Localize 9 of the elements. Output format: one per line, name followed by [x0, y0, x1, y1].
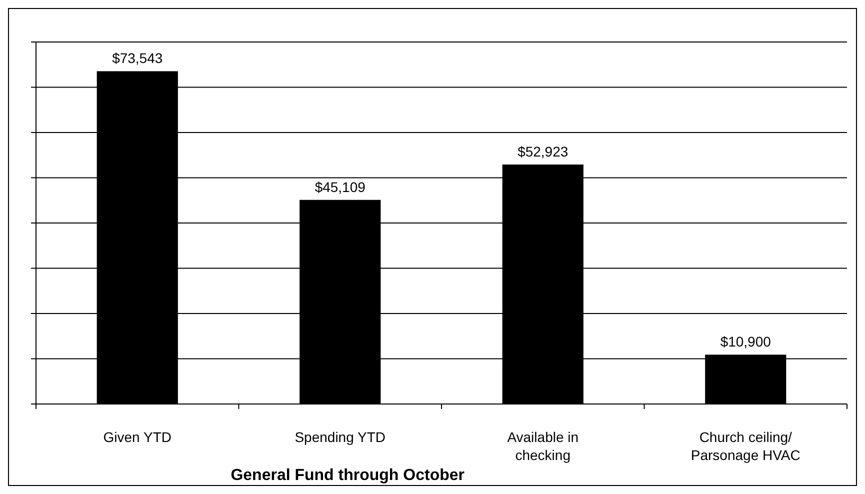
x-tick-label: Given YTD — [103, 429, 172, 445]
text: General Fund through October — [230, 467, 464, 484]
data-label: $52,923 — [518, 144, 568, 160]
data-label: $10,900 — [720, 334, 772, 350]
data-label: $73,543 — [112, 50, 163, 66]
x-tick-label: Available in checking — [507, 429, 579, 463]
x-tick-label: Spending YTD — [294, 429, 386, 445]
x-tick-label: Church ceiling/ Parsonage HVAC — [690, 429, 800, 463]
data-label: $45,109 — [314, 178, 366, 195]
